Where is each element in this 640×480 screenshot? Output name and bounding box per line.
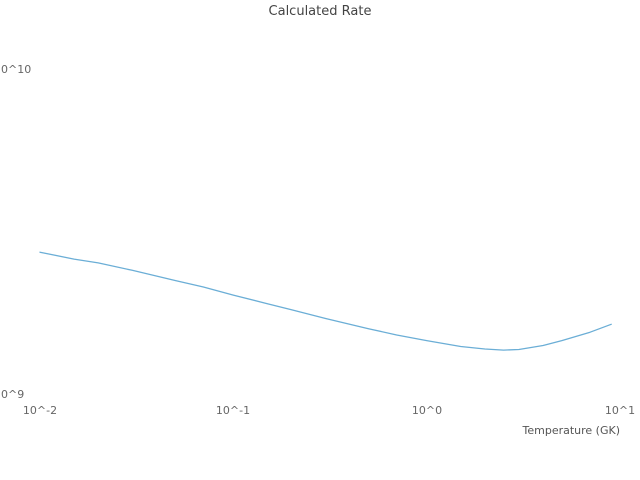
x-tick-label: 10^1 [604, 404, 636, 417]
y-tick-label: 10^9 [0, 388, 25, 401]
x-axis-title: Temperature (GK) [522, 424, 621, 437]
y-tick-label: 10^10 [0, 63, 32, 76]
x-tick-label: 10^0 [411, 404, 443, 417]
x-tick-label: 10^-2 [22, 404, 58, 417]
x-tick-label: 10^-1 [215, 404, 251, 417]
chart-title: Calculated Rate [268, 4, 372, 19]
rate-line [39, 251, 612, 351]
